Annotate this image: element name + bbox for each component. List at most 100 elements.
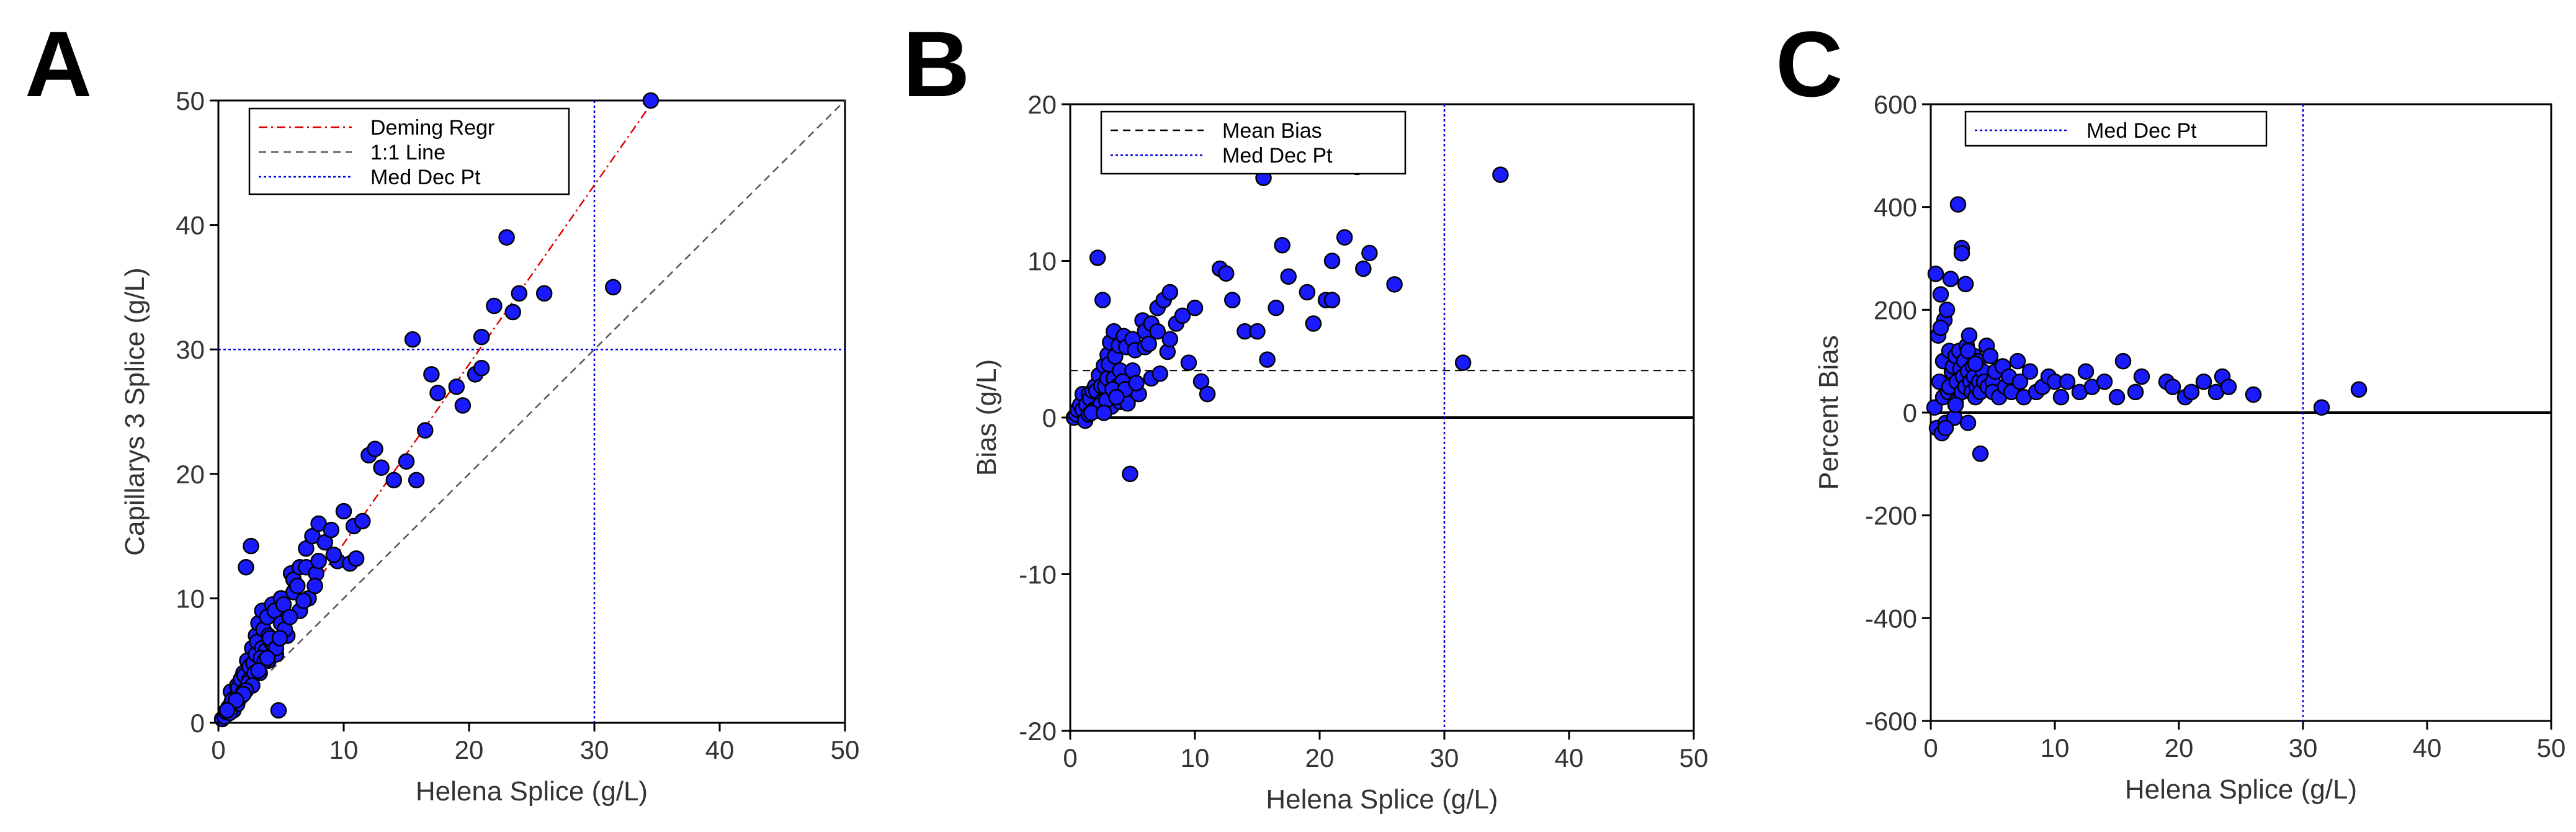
data-point: [1186, 300, 1204, 316]
data-point: [367, 441, 383, 457]
x-tick-label: 30: [580, 735, 609, 764]
data-point: [1199, 385, 1216, 403]
x-axis-title: Helena Splice (g/L): [2125, 774, 2357, 805]
legend-label: 1:1 Line: [370, 141, 445, 164]
panel-letter: B: [903, 12, 970, 116]
data-point: [1274, 237, 1290, 254]
y-tick-label: 50: [176, 86, 205, 115]
data-point: [1161, 331, 1179, 347]
data-point: [2077, 363, 2095, 380]
data-point: [2164, 378, 2181, 395]
data-point: [1959, 342, 1977, 359]
y-tick-label: 20: [176, 460, 205, 489]
identity-line: [218, 101, 845, 723]
data-point: [1947, 396, 1964, 413]
data-point: [2108, 388, 2126, 406]
data-point: [504, 303, 521, 321]
y-tick-label: 0: [1903, 398, 1917, 427]
x-tick-label: 20: [1305, 743, 1335, 772]
y-tick-label: -200: [1865, 501, 1917, 530]
data-point: [2245, 386, 2262, 403]
data-point: [2350, 381, 2368, 398]
data-point: [2133, 368, 2150, 385]
panel-c-chart: C 0 10 20 30 40 50 -600 -400 -200 0 200 400 600 Helena…: [1776, 12, 2565, 805]
data-point: [347, 550, 365, 567]
data-point: [243, 537, 259, 555]
data-point: [1454, 354, 1472, 371]
y-tick-label: 600: [1874, 90, 1917, 119]
data-point: [429, 385, 446, 401]
scatter-points: [213, 92, 660, 728]
y-tick-label: 10: [1027, 247, 1057, 276]
data-point: [535, 285, 553, 302]
legend-label: Med Dec Pt: [1222, 144, 1333, 168]
data-point: [259, 650, 276, 666]
y-tick-label: 400: [1874, 193, 1917, 222]
legend-label: Deming Regr: [370, 116, 494, 140]
data-point: [1386, 276, 1403, 293]
data-point: [1932, 286, 1949, 303]
data-point: [1942, 271, 1959, 287]
x-tick-label: 30: [2289, 733, 2318, 763]
y-axis-title: Percent Bias: [1813, 335, 1844, 490]
data-point: [1959, 414, 1977, 431]
data-point: [271, 630, 288, 646]
data-point: [2313, 399, 2330, 416]
data-point: [448, 378, 465, 395]
y-tick-label: -600: [1865, 707, 1917, 736]
data-point: [2059, 374, 2076, 390]
data-point: [1152, 365, 1168, 382]
panel-letter: A: [25, 12, 92, 116]
data-point: [398, 453, 415, 470]
y-tick-label: 30: [176, 335, 205, 364]
data-point: [1926, 399, 1943, 416]
data-point: [511, 285, 528, 302]
x-tick-label: 40: [2413, 733, 2442, 763]
data-point: [1149, 323, 1166, 340]
x-tick-label: 20: [2165, 733, 2194, 763]
data-point: [1957, 275, 1974, 293]
legend-box: [1100, 110, 1407, 175]
data-point: [2183, 383, 2200, 401]
data-point: [486, 297, 503, 315]
data-point: [1982, 347, 1999, 365]
data-point: [1128, 375, 1145, 391]
data-point: [2021, 363, 2039, 380]
data-point: [1268, 300, 1284, 316]
data-point: [404, 331, 421, 348]
data-point: [306, 578, 323, 594]
y-axis-title: Bias (g/L): [972, 359, 1002, 476]
data-point: [417, 422, 434, 439]
data-point: [1249, 323, 1266, 340]
data-point: [473, 328, 490, 346]
data-point: [2195, 374, 2212, 390]
data-point: [1305, 315, 1322, 332]
data-point: [1355, 260, 1372, 277]
data-point: [605, 279, 622, 296]
data-point: [423, 366, 440, 383]
data-point: [238, 559, 254, 576]
data-point: [1967, 356, 1984, 372]
data-point: [373, 459, 390, 476]
panel-a-chart: A 0 10 20 30 40 50 0 10 20 30 40 50 Helena Splice (g/…: [25, 12, 859, 807]
data-point: [1140, 336, 1157, 352]
x-tick-label: 50: [1679, 743, 1709, 772]
data-point: [2114, 352, 2132, 370]
x-tick-label: 20: [455, 735, 484, 764]
data-point: [1927, 266, 1944, 282]
x-axis-title: Helena Splice (g/L): [1266, 784, 1498, 815]
x-tick-label: 50: [831, 735, 860, 764]
data-point: [1961, 327, 1978, 344]
x-tick-label: 10: [329, 735, 359, 764]
data-point: [1108, 388, 1125, 406]
data-point: [295, 593, 312, 609]
legend: Med Dec Pt: [1964, 110, 2268, 147]
data-point: [1972, 445, 1989, 462]
data-point: [1299, 284, 1316, 301]
panel-letter: C: [1776, 12, 1843, 116]
data-point: [310, 552, 327, 570]
data-point: [498, 229, 515, 246]
